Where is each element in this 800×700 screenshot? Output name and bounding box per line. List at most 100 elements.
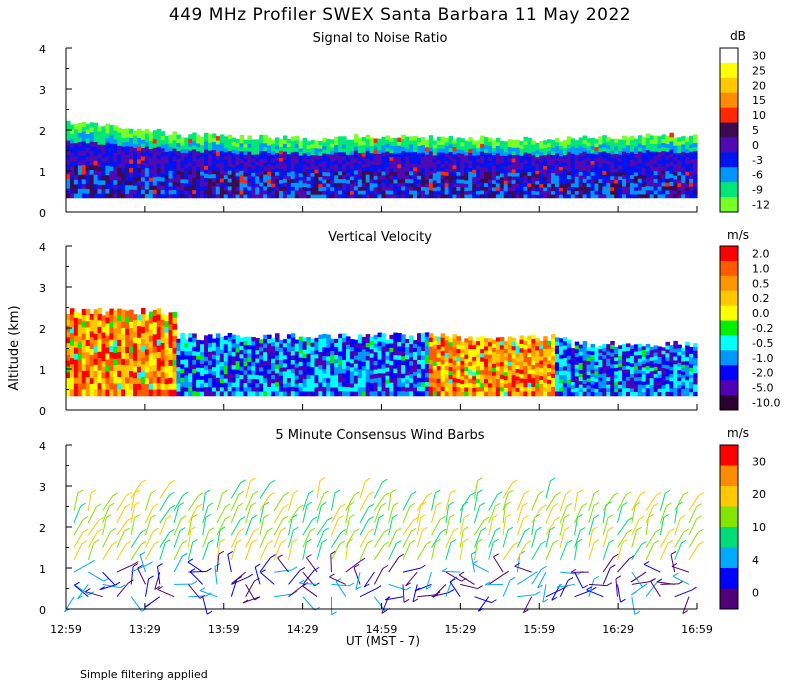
wind-barb (516, 505, 524, 524)
wind-barb (531, 517, 536, 536)
wind-barb (472, 563, 489, 573)
wind-barb (273, 530, 282, 548)
colorbar-swatch (720, 260, 738, 277)
wind-barb (631, 581, 650, 585)
wind-barb (316, 505, 322, 524)
wind-barb (230, 482, 241, 499)
y-tick-label: 1 (39, 364, 46, 377)
wind-barb (588, 542, 595, 560)
wind-barb (73, 543, 83, 561)
wind-barb (116, 564, 134, 573)
wind-barb (131, 564, 148, 573)
wind-barb (688, 495, 700, 511)
wind-barb (516, 493, 525, 511)
wind-barb (574, 571, 584, 589)
wind-barb (459, 541, 464, 560)
colorbar-swatch (720, 486, 738, 507)
wind-barb (412, 584, 418, 602)
wind-barb (359, 519, 370, 536)
wind-barb (445, 493, 451, 511)
wind-barb (102, 505, 110, 524)
wind-barb (345, 494, 355, 511)
wind-barb (273, 519, 284, 536)
wind-barb (173, 543, 183, 561)
wind-barb (531, 543, 542, 561)
colorbar-swatch (720, 152, 738, 168)
wind-barb (431, 492, 436, 511)
wind-barb (659, 531, 670, 548)
wind-barb (288, 493, 294, 511)
wind-barb (173, 555, 183, 573)
y-tick-label: 1 (39, 563, 46, 576)
wind-barb (288, 530, 294, 548)
wind-barb (459, 529, 464, 548)
wind-barb (516, 530, 526, 548)
colorbar: dB 30 25 20 15 10 5 0 -3 -6 -9 -12 (719, 29, 770, 213)
wind-barb (173, 530, 181, 548)
wind-barb (353, 567, 361, 585)
wind-barb (216, 554, 220, 573)
panel-2: Vertical Velocity 0 1 2 3 4 m/s2.0 1.0 0.5 0.2 0.0… (39, 228, 780, 418)
wind-barb (458, 574, 475, 585)
wind-barb (202, 492, 206, 511)
wind-barb (545, 506, 554, 524)
wind-barb (259, 543, 269, 561)
wind-barb (188, 570, 207, 573)
colorbar-label: -5.0 (752, 382, 773, 395)
wind-barb (488, 494, 498, 511)
wind-barb (259, 557, 271, 573)
wind-barb (516, 543, 527, 561)
wind-barb (405, 571, 418, 587)
colorbar-swatch (720, 320, 738, 336)
colorbar-swatch (720, 547, 738, 569)
colorbar-label: -0.5 (752, 337, 773, 350)
colorbar: m/s 30 20 10 4 0 (719, 426, 766, 610)
wind-barb (87, 520, 100, 536)
colorbar-swatch (720, 465, 738, 487)
wind-barb (137, 568, 146, 585)
wind-barb (402, 520, 414, 536)
y-tick-label: 3 (39, 84, 46, 97)
colorbar-swatch (720, 62, 738, 79)
wind-barb (545, 588, 563, 598)
y-tick-label: 4 (39, 43, 46, 56)
wind-barb (145, 493, 152, 511)
wind-barb (245, 480, 251, 499)
wind-barb (88, 571, 105, 582)
colorbar-swatch (720, 48, 738, 64)
wind-barb (674, 517, 681, 536)
wind-barb (345, 560, 361, 573)
wind-barb (688, 518, 698, 536)
wind-barb (516, 518, 525, 536)
wind-barb (274, 593, 293, 598)
wind-barb (617, 494, 627, 511)
wind-barb (245, 580, 255, 597)
wind-barb (588, 529, 594, 548)
wind-barb (116, 530, 125, 548)
wind-barb (116, 495, 127, 511)
wind-barb (199, 590, 218, 598)
colorbar-swatch (720, 275, 738, 292)
x-tick-label: 15:59 (523, 623, 555, 636)
wind-barb (574, 492, 579, 511)
x-tick-label: 15:29 (445, 623, 477, 636)
colorbar-label: -12 (752, 199, 770, 212)
wind-barb (488, 530, 496, 548)
wind-barb (445, 542, 452, 560)
colorbar: m/s2.0 1.0 0.5 0.2 0.0 -0.2 -0.5 -1.0 -2.0 -5.0 -1… (719, 228, 780, 411)
wind-barb (216, 518, 226, 536)
wind-barb (615, 578, 618, 597)
colorbar-unit: m/s (727, 228, 749, 242)
wind-barb (259, 495, 271, 511)
x-tick-label: 14:59 (366, 623, 398, 636)
colorbar-swatch (720, 395, 738, 411)
x-tick-label: 16:29 (602, 623, 634, 636)
colorbar-swatch (720, 107, 738, 123)
wind-barb (645, 531, 656, 548)
wind-barb (330, 492, 336, 511)
wind-barb (402, 506, 411, 524)
panel-title: Vertical Velocity (328, 230, 432, 245)
wind-barb (260, 572, 275, 585)
colorbar-label: 4 (752, 554, 759, 567)
colorbar-swatch (720, 365, 738, 381)
